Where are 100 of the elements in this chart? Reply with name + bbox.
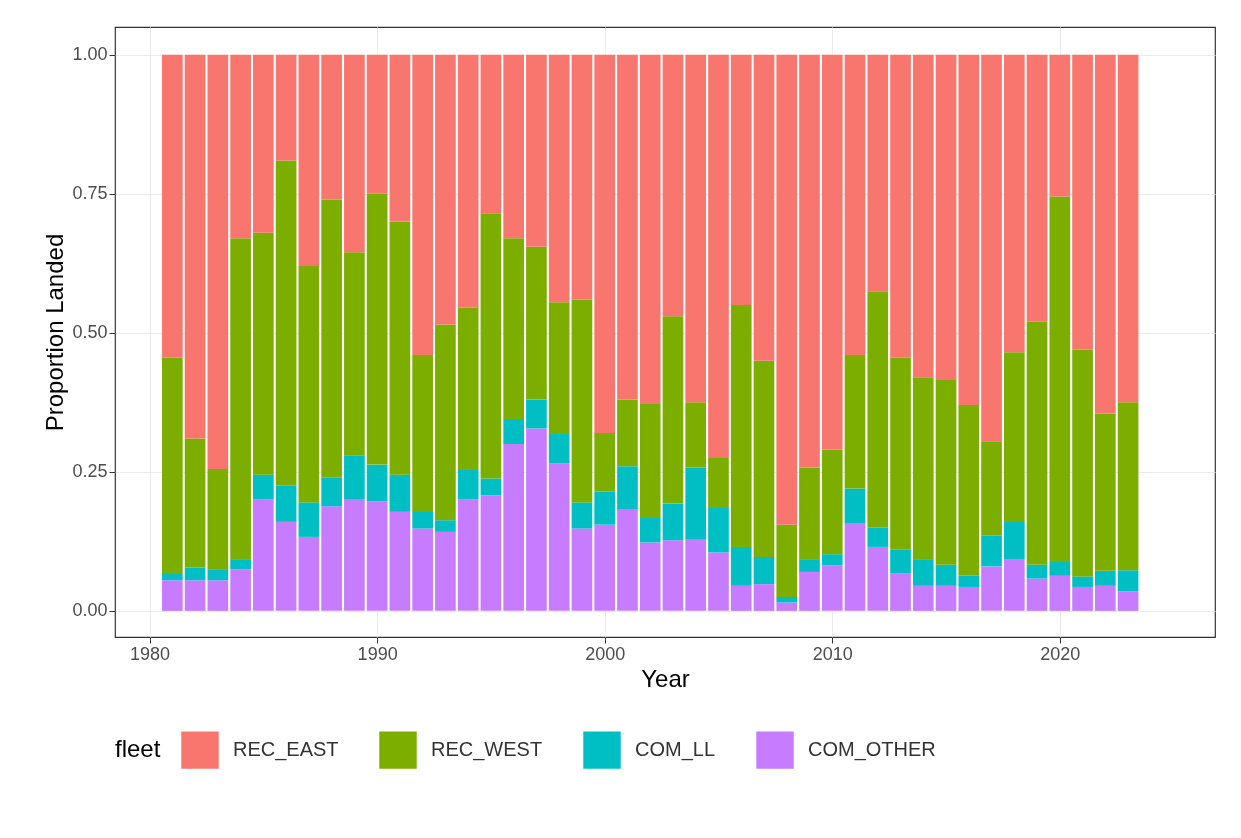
bar <box>935 380 957 565</box>
bar <box>958 575 980 587</box>
bar <box>958 54 980 406</box>
bar <box>162 357 183 574</box>
bar <box>230 238 251 560</box>
bar <box>435 54 456 325</box>
bar <box>1026 321 1048 565</box>
bar <box>890 573 911 611</box>
bar <box>981 54 1002 442</box>
bar <box>1117 402 1139 571</box>
bar <box>548 434 570 464</box>
bar <box>253 54 274 233</box>
bar <box>708 54 729 458</box>
bar <box>685 54 707 403</box>
bar <box>730 54 752 306</box>
bar <box>821 565 843 611</box>
bar <box>799 571 820 611</box>
bar <box>412 54 433 356</box>
bar <box>1117 591 1139 611</box>
bar <box>662 503 684 541</box>
bar <box>639 54 661 405</box>
bar <box>890 54 911 358</box>
bar <box>526 54 547 247</box>
bar <box>1094 413 1116 571</box>
bar <box>753 556 775 585</box>
bar <box>867 291 889 528</box>
bar <box>912 54 934 378</box>
bar <box>844 54 866 356</box>
bar <box>662 316 684 504</box>
bar <box>184 438 206 568</box>
bar <box>1094 585 1116 611</box>
bar <box>1072 576 1093 587</box>
bar <box>594 524 616 611</box>
bar <box>503 54 525 239</box>
x-tick-label: 1980 <box>130 643 171 664</box>
bar <box>1117 570 1139 592</box>
y-tick-label: 0.75 <box>72 183 108 204</box>
x-tick-label: 2000 <box>585 643 626 664</box>
bar <box>480 478 502 496</box>
bar <box>821 449 843 555</box>
bar <box>571 299 593 503</box>
bar <box>708 507 729 553</box>
bar <box>389 221 411 475</box>
bar <box>230 559 251 570</box>
bar <box>548 463 570 611</box>
bar <box>435 324 456 521</box>
bar <box>1026 578 1048 611</box>
bar <box>253 499 274 611</box>
bar <box>1094 54 1116 414</box>
y-tick-label: 0.50 <box>72 322 108 343</box>
bar <box>162 54 183 358</box>
bar <box>207 469 229 570</box>
bar <box>412 528 433 611</box>
bar <box>981 535 1002 567</box>
bar <box>412 511 433 529</box>
bar <box>958 405 980 576</box>
bar <box>685 539 707 611</box>
bar <box>412 355 433 512</box>
bar <box>776 596 798 603</box>
bar <box>890 357 911 550</box>
bar <box>253 474 274 500</box>
bar <box>753 584 775 611</box>
bar <box>298 266 320 503</box>
bar <box>389 54 411 222</box>
bar <box>184 580 206 611</box>
bar <box>981 441 1002 536</box>
bar <box>548 54 570 303</box>
bar <box>435 531 456 611</box>
legend-label: COM_LL <box>635 738 716 762</box>
bar <box>480 213 502 479</box>
bar <box>1003 352 1025 522</box>
bar <box>935 564 957 586</box>
bar <box>298 502 320 537</box>
bar <box>389 511 411 611</box>
bar <box>457 469 479 500</box>
legend-label: REC_EAST <box>233 738 339 762</box>
bar <box>184 54 206 439</box>
bar <box>1049 54 1071 197</box>
bar <box>685 402 707 468</box>
bar <box>457 54 479 308</box>
y-tick-label: 0.00 <box>72 600 108 621</box>
bar <box>867 546 889 611</box>
bar <box>1049 196 1071 562</box>
bar <box>435 520 456 532</box>
bar <box>184 567 206 581</box>
bar <box>1003 559 1025 611</box>
bar <box>935 585 957 611</box>
bar <box>1003 521 1025 560</box>
bar <box>207 580 229 611</box>
y-tick-label: 1.00 <box>72 44 108 65</box>
y-axis-title: Proportion Landed <box>41 233 69 432</box>
x-axis-title: Year <box>641 664 690 692</box>
bar <box>981 566 1002 611</box>
bar <box>639 542 661 611</box>
bar <box>730 305 752 547</box>
bar <box>594 54 616 433</box>
bar <box>275 521 297 611</box>
bar <box>366 464 388 502</box>
bar <box>912 559 934 586</box>
bar <box>867 54 889 292</box>
